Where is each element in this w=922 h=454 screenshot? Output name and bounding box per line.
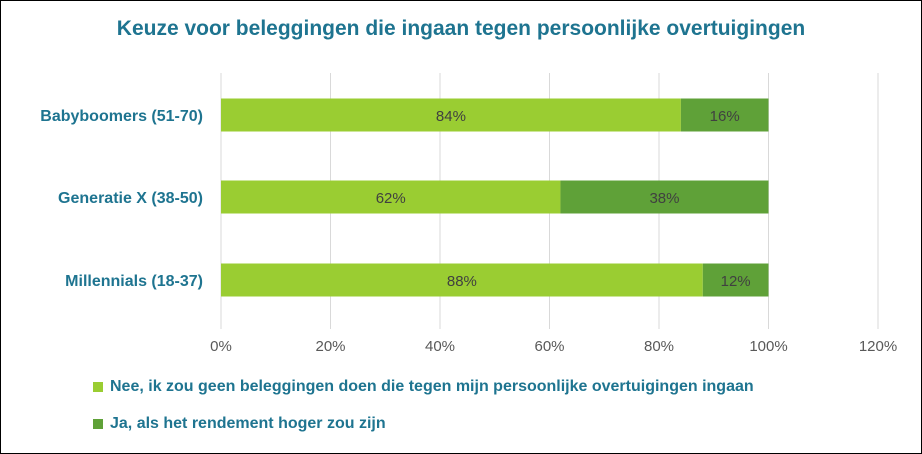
data-label: 62% [376, 190, 406, 207]
x-tick-label: 40% [425, 338, 455, 355]
legend-label-ja: Ja, als het rendement hoger zou zijn [110, 415, 386, 432]
chart-title: Keuze voor beleggingen die ingaan tegen … [116, 17, 806, 40]
bar-segment [221, 98, 681, 132]
x-tick-label: 60% [534, 338, 564, 355]
x-tick-label: 80% [644, 338, 674, 355]
data-label: 16% [710, 108, 740, 125]
legend-swatch-nee [93, 382, 103, 392]
bar-segment [221, 263, 703, 297]
bar-segment [680, 98, 769, 132]
bar-segment [560, 180, 769, 214]
x-tick-label: 20% [315, 338, 345, 355]
category-label: Millennials (18-37) [65, 273, 203, 290]
legend-item-nee: Nee, ik zou geen beleggingen doen die te… [93, 377, 754, 397]
bar-segment [702, 263, 769, 297]
data-label: 12% [721, 273, 751, 290]
x-tick-label: 0% [210, 338, 232, 355]
data-label: 38% [649, 190, 679, 207]
x-tick-label: 100% [749, 338, 787, 355]
data-label: 84% [436, 108, 466, 125]
data-label: 88% [447, 273, 477, 290]
legend-label-nee: Nee, ik zou geen beleggingen doen die te… [110, 378, 754, 395]
legend-swatch-ja [93, 419, 103, 429]
category-label: Generatie X (38-50) [58, 190, 203, 207]
x-tick-label: 120% [859, 338, 897, 355]
legend-item-ja: Ja, als het rendement hoger zou zijn [93, 414, 386, 434]
category-label: Babyboomers (51-70) [40, 108, 203, 125]
bar-segment [221, 180, 561, 214]
